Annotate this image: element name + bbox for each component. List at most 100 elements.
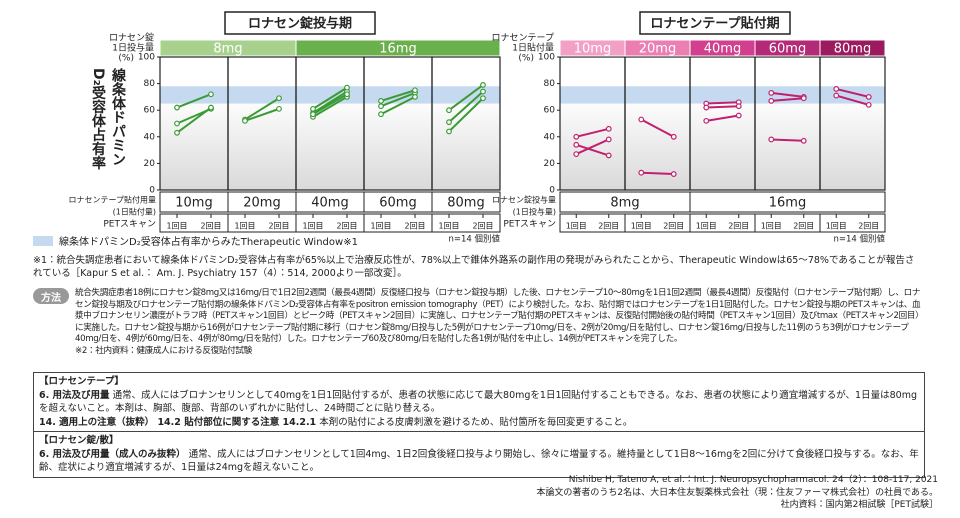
box-item-text: 本剤の貼付による皮膚刺激を避けるため、貼付箇所を毎回変更すること。 <box>319 416 633 428</box>
x-tick-label: 2回目 <box>598 222 619 231</box>
axis-unit: (%) <box>118 54 134 64</box>
data-point <box>446 128 452 135</box>
data-point <box>208 104 214 111</box>
dose-label: 80mg <box>447 196 484 211</box>
citation-line: Nishibe H, Tateno A, et al.：Int. J. Neur… <box>568 475 938 485</box>
data-line <box>771 91 804 98</box>
dose-cell <box>431 191 501 213</box>
data-line <box>641 171 674 176</box>
dose-label: 20mg <box>639 42 676 57</box>
box-header: 【ロナセンテープ】 <box>39 376 124 387</box>
dose-label: 20mg <box>243 196 280 211</box>
data-line <box>640 118 675 138</box>
data-point <box>605 125 612 132</box>
data-point <box>276 105 282 112</box>
row-label: (1日投与量) <box>513 207 556 217</box>
box-item-text: 通常、成人にはブロナンセリンとして40mgを1日1回貼付するが、患者の状態に応じ… <box>39 389 917 415</box>
row-label: 1日貼付量 <box>512 42 554 54</box>
data-point <box>768 136 775 143</box>
data-point <box>378 97 384 104</box>
data-point <box>208 91 214 98</box>
data-point <box>800 95 807 102</box>
box-item: 14. 適用上の注意（抜粋） 14.2 貼付部位に関する注意 14.2.1 本剤… <box>39 416 919 430</box>
panel-background <box>755 57 820 190</box>
data-point <box>242 117 248 124</box>
dose-label: 60mg <box>379 196 416 211</box>
data-line <box>312 90 348 114</box>
y-tick-label: 80 <box>144 79 156 89</box>
data-point <box>174 104 180 111</box>
dose-group-label: 8mg <box>213 42 242 57</box>
data-point <box>412 93 418 100</box>
box-item-head: 14. 適用上の注意（抜粋） 14.2 貼付部位に関する注意 14.2.1 <box>39 416 317 428</box>
chart-title: ロナセン錠投与期 <box>248 16 352 32</box>
data-point <box>378 111 384 118</box>
n-note: n=14 個別値 <box>448 234 500 245</box>
dose-group-label: 16mg <box>769 196 806 211</box>
chart-area: ロナセン錠投与期ロナセン錠1日投与量(%)ロナセンテープ貼付用量(1日貼付量)P… <box>68 11 886 245</box>
data-point <box>703 104 710 111</box>
data-point <box>833 92 840 99</box>
box-header: 【ロナセン錠/散】 <box>39 435 119 446</box>
row-label: PETスキャン <box>503 220 556 230</box>
title-box <box>224 11 376 35</box>
data-point <box>768 97 775 104</box>
panel-background <box>690 57 755 190</box>
row-label: ロナセン錠投与量 <box>492 195 556 205</box>
box-item-head: 6. 用法及び用量 <box>39 389 110 401</box>
dose-label: 10mg <box>574 42 611 57</box>
row-label: ロナセン錠 <box>109 33 154 44</box>
data-line <box>836 87 869 98</box>
data-point <box>310 105 316 112</box>
title-box <box>639 11 791 35</box>
data-line <box>835 94 870 106</box>
data-point <box>174 129 180 136</box>
x-tick-label: 1回目 <box>438 222 459 231</box>
data-line <box>176 106 212 134</box>
y-tick-label: 80 <box>544 79 556 89</box>
scan-cell <box>431 213 501 233</box>
citation: Nishibe H, Tateno A, et al.：Int. J. Neur… <box>536 474 938 512</box>
data-line <box>706 105 739 109</box>
data-point <box>865 93 872 100</box>
citation-line: 社内資料：国内第2相試験［PET試験］ <box>780 500 938 510</box>
data-line <box>380 96 416 116</box>
panel-background <box>560 57 625 190</box>
dose-label: 80mg <box>834 42 871 57</box>
x-tick-label: 2回目 <box>336 222 357 231</box>
dose-group-label: 16mg <box>379 42 416 57</box>
y-tick-label: 100 <box>538 53 555 63</box>
footnote: ※1：統合失調症患者において線条体ドパミンD₂受容体占有率が65%以上で治療反応… <box>33 255 915 279</box>
x-tick-label: 2回目 <box>200 222 221 231</box>
x-tick-label: 1回目 <box>302 222 323 231</box>
data-line <box>575 138 610 156</box>
y-tick-label: 20 <box>544 159 556 169</box>
x-tick-label: 1回目 <box>826 222 847 231</box>
panel-frame <box>431 56 501 191</box>
data-line <box>706 101 739 105</box>
x-tick-label: 2回目 <box>404 222 425 231</box>
row-label: ロナセンテープ <box>492 33 554 44</box>
chart-title: ロナセンテープ貼付期 <box>650 16 779 32</box>
data-line <box>244 107 280 122</box>
y-axis-label-line: 線条体ドパミン <box>110 68 126 166</box>
y-tick-label: 20 <box>144 159 156 169</box>
data-line <box>380 91 416 108</box>
y-tick-label: 0 <box>549 186 555 196</box>
box-item: 6. 用法及び用量 通常、成人にはブロナンセリンとして40mgを1日1回貼付する… <box>39 389 919 416</box>
data-line <box>312 86 348 110</box>
data-point <box>480 82 486 88</box>
data-point <box>703 117 710 124</box>
dose-label: 40mg <box>704 42 741 57</box>
data-line <box>176 93 212 109</box>
citation-line: 本論文の著者のうち2名は、大日本住友製薬株式会社（現：住友ファーマ株式会社）の社… <box>536 487 938 498</box>
data-point <box>573 141 580 148</box>
data-point <box>174 120 180 127</box>
data-line <box>576 127 609 138</box>
data-point <box>446 107 452 114</box>
data-line <box>448 90 484 123</box>
dose-cell <box>819 39 886 57</box>
data-line <box>706 114 739 122</box>
data-point <box>310 111 316 118</box>
